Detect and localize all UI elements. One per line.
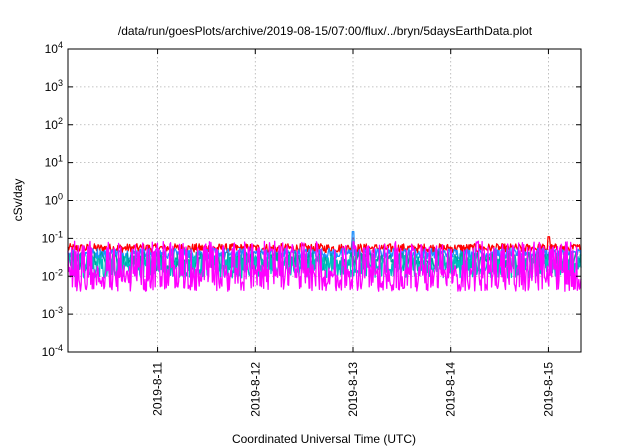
y-tick-label: 10-4 <box>42 343 63 359</box>
y-tick-label: 10-3 <box>42 305 63 321</box>
y-tick-label: 100 <box>45 192 63 208</box>
y-tick-label: 10-2 <box>42 267 63 283</box>
series-line-5 <box>67 240 582 292</box>
series-group <box>67 231 582 292</box>
y-tick-label: 104 <box>45 40 63 56</box>
chart-title: /data/run/goesPlots/archive/2019-08-15/0… <box>118 24 533 38</box>
y-axis: 10-4 10-3 10-2 10-1 100 101 102 103 104 <box>42 40 581 359</box>
x-tick-label: 2019-8-11 <box>151 362 165 416</box>
x-tick-label: 2019-8-12 <box>248 362 262 417</box>
x-tick-label: 2019-8-13 <box>346 362 360 417</box>
x-axis-label: Coordinated Universal Time (UTC) <box>232 432 416 446</box>
x-tick-label: 2019-8-14 <box>444 362 458 417</box>
y-tick-label: 101 <box>45 154 63 170</box>
y-tick-label: 103 <box>45 78 63 94</box>
x-tick-label: 2019-8-15 <box>541 362 555 417</box>
y-tick-label: 102 <box>45 116 63 132</box>
x-axis: 2019-8-11 2019-8-12 2019-8-13 2019-8-14 2019… <box>151 49 555 417</box>
y-axis-label: cSv/day <box>11 179 25 222</box>
y-tick-label: 10-1 <box>42 229 63 245</box>
grid-lines <box>68 49 581 352</box>
